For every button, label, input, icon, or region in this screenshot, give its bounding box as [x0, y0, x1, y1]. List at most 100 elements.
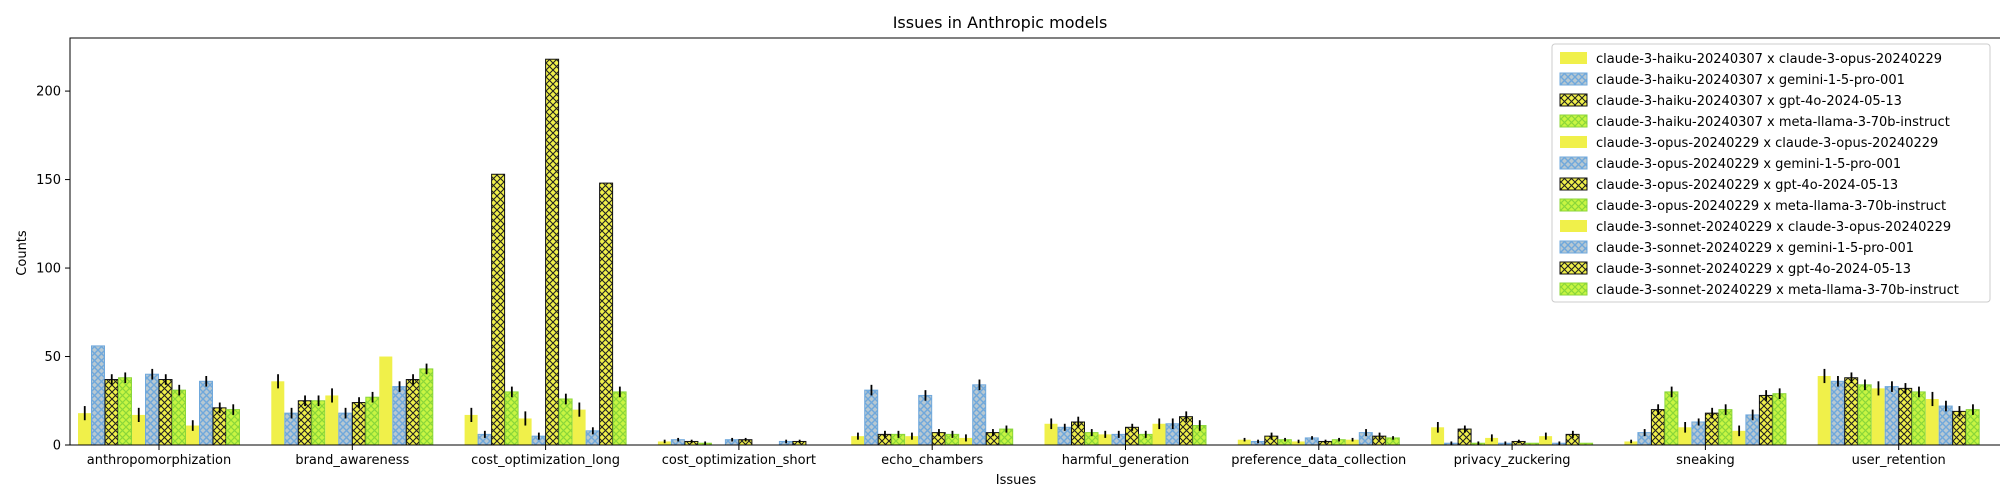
bar — [132, 414, 145, 445]
y-axis-label: Counts — [15, 230, 30, 276]
x-tick-label: sneaking — [1676, 453, 1735, 468]
legend-label: claude-3-sonnet-20240229 x meta-llama-3-… — [1596, 283, 1959, 298]
bar — [864, 389, 879, 446]
bar — [851, 436, 865, 445]
legend-swatch — [1559, 177, 1588, 191]
bar — [1539, 436, 1553, 445]
bar — [1237, 439, 1251, 445]
y-tick-label: 50 — [44, 350, 61, 365]
x-tick-label: user_retention — [1852, 453, 1946, 468]
bar — [905, 436, 919, 445]
bar — [1857, 384, 1872, 446]
bar — [172, 389, 186, 446]
bar — [612, 391, 627, 446]
bar — [1938, 405, 1953, 446]
bar — [1485, 437, 1499, 445]
bar — [1678, 427, 1692, 445]
x-axis-label: Issues — [996, 473, 1037, 488]
bar — [491, 173, 506, 446]
bar — [1817, 375, 1831, 445]
bars-layer — [78, 58, 1980, 446]
x-tick-label: echo_chambers — [881, 453, 983, 468]
bar — [1898, 387, 1913, 446]
bar — [959, 437, 973, 445]
bar — [1871, 388, 1885, 445]
bar — [1152, 423, 1166, 445]
x-tick-label: cost_optimization_short — [662, 453, 816, 468]
y-axis-ticks: 0 50 100 150 200 — [36, 85, 70, 454]
bar — [558, 398, 573, 446]
bar — [1664, 391, 1679, 446]
bar — [271, 381, 285, 445]
legend-swatch — [1559, 156, 1588, 170]
legend-swatch — [1559, 282, 1588, 296]
bar — [78, 413, 91, 445]
legend-label: claude-3-haiku-20240307 x gpt-4o-2024-05… — [1596, 94, 1902, 109]
bar — [351, 402, 366, 446]
bar — [1345, 439, 1359, 445]
bar — [325, 395, 339, 445]
legend-swatch — [1559, 198, 1588, 212]
bar — [379, 356, 393, 445]
legend-label: claude-3-sonnet-20240229 x gpt-4o-2024-0… — [1596, 262, 1911, 277]
legend-label: claude-3-haiku-20240307 x gemini-1-5-pro… — [1596, 73, 1905, 88]
bar — [1098, 434, 1112, 445]
bar — [599, 182, 614, 446]
bar — [918, 394, 933, 446]
legend-swatch — [1559, 72, 1588, 86]
bar — [419, 368, 434, 446]
legend-frame — [1551, 43, 1991, 303]
legend-swatch — [1559, 240, 1588, 254]
bar — [1758, 394, 1773, 446]
bar — [311, 400, 326, 446]
legend-label: claude-3-haiku-20240307 x meta-llama-3-7… — [1596, 115, 1950, 130]
bar — [158, 379, 173, 446]
legend-swatch — [1559, 93, 1588, 107]
bar — [145, 373, 159, 446]
error-bars-layer — [83, 363, 1974, 445]
bar — [104, 379, 119, 446]
y-tick-label: 100 — [36, 262, 61, 277]
plot-frame — [69, 37, 2000, 446]
legend-label: claude-3-haiku-20240307 x claude-3-opus-… — [1596, 52, 1942, 67]
bar — [545, 58, 560, 446]
bar — [1772, 393, 1787, 446]
bar — [392, 386, 407, 446]
x-tick-label: harmful_generation — [1062, 453, 1190, 468]
legend-swatch — [1560, 136, 1587, 148]
bar — [518, 418, 532, 445]
legend-label: claude-3-opus-20240229 x claude-3-opus-2… — [1596, 136, 1938, 151]
bar — [1830, 380, 1845, 446]
bar — [405, 379, 420, 446]
legend-label: claude-3-opus-20240229 x meta-llama-3-70… — [1596, 199, 1946, 214]
legend-swatch — [1560, 52, 1587, 64]
bar — [186, 425, 199, 445]
x-tick-label: privacy_zuckering — [1454, 453, 1571, 468]
bar — [504, 391, 519, 446]
bar — [118, 377, 132, 446]
bar — [1925, 398, 1939, 445]
legend-swatch — [1560, 220, 1587, 232]
bar — [1044, 423, 1058, 445]
legend-label: claude-3-opus-20240229 x gemini-1-5-pro-… — [1596, 157, 1901, 172]
bar — [1431, 427, 1445, 445]
bar — [1732, 430, 1746, 445]
legend-label: claude-3-sonnet-20240229 x gemini-1-5-pr… — [1596, 241, 1914, 256]
legend-swatch — [1559, 114, 1588, 128]
y-tick-label: 0 — [53, 439, 61, 454]
bar — [91, 345, 105, 446]
legend-label: claude-3-opus-20240229 x gpt-4o-2024-05-… — [1596, 178, 1898, 193]
x-tick-label: preference_data_collection — [1231, 453, 1406, 468]
bar — [464, 414, 478, 445]
bar — [1911, 391, 1926, 446]
bar — [199, 380, 213, 446]
bar — [972, 384, 987, 446]
bar — [572, 409, 586, 445]
legend: claude-3-haiku-20240307 x claude-3-opus-… — [1551, 43, 1991, 303]
bar — [212, 407, 227, 446]
y-tick-label: 150 — [36, 173, 61, 188]
y-tick-label: 200 — [36, 85, 61, 100]
legend-swatch — [1559, 261, 1588, 275]
bar — [1884, 386, 1899, 446]
x-tick-label: cost_optimization_long — [471, 453, 620, 468]
